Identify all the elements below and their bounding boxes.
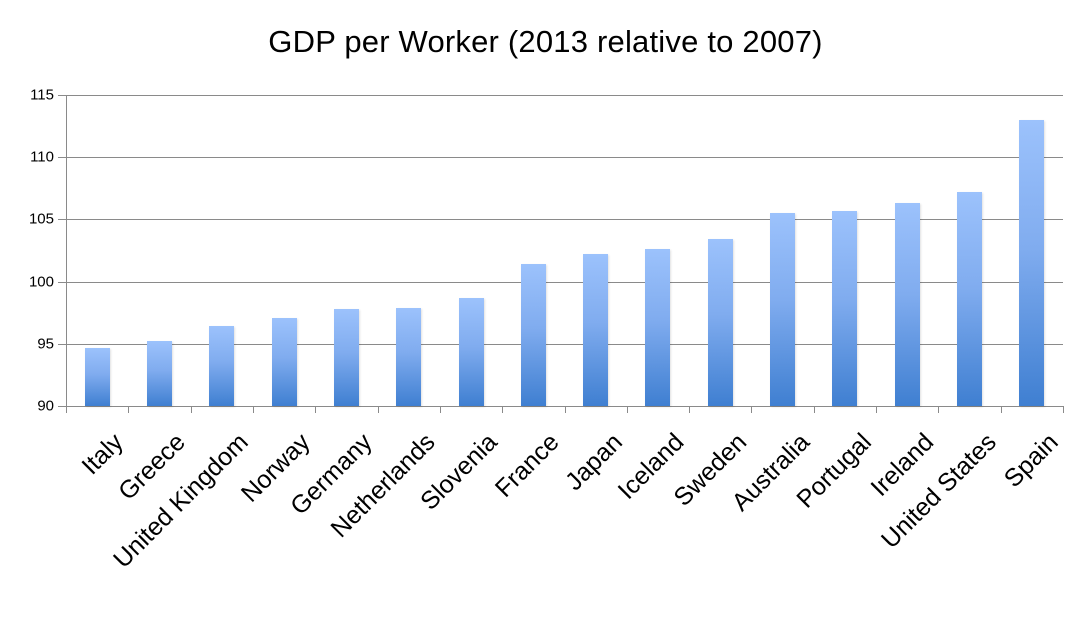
gridline bbox=[66, 157, 1063, 158]
y-tick-label: 110 bbox=[4, 149, 54, 166]
x-tick-label: Spain bbox=[999, 428, 1065, 494]
y-tick bbox=[58, 219, 66, 220]
x-tick bbox=[1063, 406, 1064, 413]
x-tick bbox=[751, 406, 752, 413]
x-tick bbox=[128, 406, 129, 413]
y-tick-label: 95 bbox=[4, 335, 54, 352]
x-tick bbox=[565, 406, 566, 413]
x-tick bbox=[66, 406, 67, 413]
bar-greece bbox=[147, 341, 172, 406]
bar-netherlands bbox=[396, 308, 421, 406]
x-tick-label: France bbox=[490, 428, 566, 504]
bar-united-kingdom bbox=[209, 326, 234, 406]
x-tick bbox=[627, 406, 628, 413]
gridline bbox=[66, 95, 1063, 96]
bar-spain bbox=[1019, 120, 1044, 406]
y-tick bbox=[58, 406, 66, 407]
bar-united-states bbox=[957, 192, 982, 406]
chart-title: GDP per Worker (2013 relative to 2007) bbox=[0, 24, 1091, 60]
plot-area: 9095100105110115ItalyGreeceUnited Kingdo… bbox=[66, 95, 1063, 406]
x-tick bbox=[315, 406, 316, 413]
y-tick-label: 105 bbox=[4, 211, 54, 228]
bar-france bbox=[521, 264, 546, 406]
bar-slovenia bbox=[459, 298, 484, 406]
y-axis-line bbox=[66, 95, 67, 412]
bar-australia bbox=[770, 213, 795, 406]
y-tick-label: 90 bbox=[4, 398, 54, 415]
bar-germany bbox=[334, 309, 359, 406]
x-tick bbox=[876, 406, 877, 413]
x-tick bbox=[938, 406, 939, 413]
x-tick bbox=[1001, 406, 1002, 413]
y-tick-label: 115 bbox=[4, 87, 54, 104]
y-tick bbox=[58, 282, 66, 283]
x-tick bbox=[689, 406, 690, 413]
bar-japan bbox=[583, 254, 608, 406]
y-tick bbox=[58, 344, 66, 345]
y-tick-label: 100 bbox=[4, 273, 54, 290]
x-tick bbox=[814, 406, 815, 413]
x-tick bbox=[191, 406, 192, 413]
bar-italy bbox=[85, 348, 110, 406]
x-tick bbox=[440, 406, 441, 413]
x-tick bbox=[378, 406, 379, 413]
x-tick-label: Italy bbox=[77, 428, 130, 481]
y-tick bbox=[58, 95, 66, 96]
bar-norway bbox=[272, 318, 297, 406]
x-tick bbox=[253, 406, 254, 413]
bar-sweden bbox=[708, 239, 733, 406]
bar-portugal bbox=[832, 211, 857, 406]
x-tick bbox=[502, 406, 503, 413]
bar-iceland bbox=[645, 249, 670, 406]
bar-ireland bbox=[895, 203, 920, 406]
y-tick bbox=[58, 157, 66, 158]
